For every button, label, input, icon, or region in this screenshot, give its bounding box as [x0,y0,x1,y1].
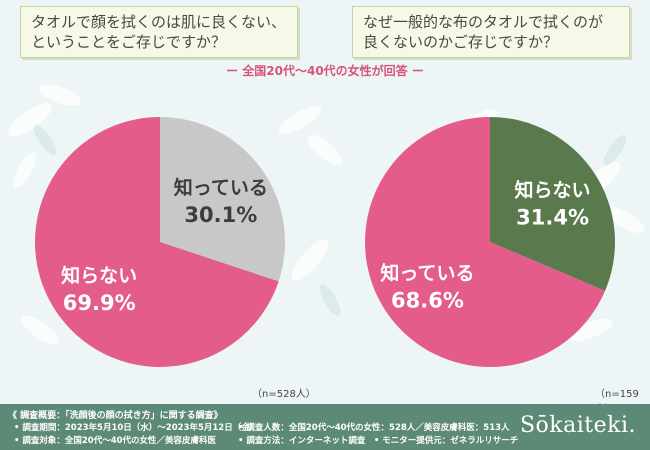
footer-target: • 調査対象：全国20代～40代の女性／美容皮膚科医 [14,436,217,446]
sample-size-left: （n=528人） [252,389,316,400]
footer-title: 《 調査概要：「洗顔後の顔の拭き方」に関する調査》 [8,411,223,421]
pie-chart-left: 知っている 30.1% 知らない 69.9% [35,117,285,367]
slice-value-0-1: 69.9% [63,291,136,315]
question-left: タオルで顔を拭くのは肌に良くない、 ということをご存じですか？ [20,6,298,58]
slice-value-0-0: 30.1% [184,203,257,227]
question-right: なぜ一般的な布のタオルで拭くのが 良くないのかご存じですか？ [352,6,630,58]
pie-slice-1-1 [365,117,606,367]
slice-label-0-0: 知っている [174,176,268,199]
respondent-subtitle: ー 全国20代～40代の女性が回答 ー [226,64,424,78]
slice-value-1-0: 31.4% [516,206,589,230]
slice-label-0-1: 知らない [61,264,137,287]
survey-footer: 《 調査概要：「洗顔後の顔の拭き方」に関する調査》 • 調査期間：2023年5月… [0,404,650,450]
slice-label-1-1: 知っている [380,261,474,284]
slice-label-1-0: 知らない [515,179,591,202]
pie-slice-0-0 [160,117,285,282]
brand-logo: Sōkaiteki. [519,413,636,438]
pie-slice-1-0 [490,117,615,291]
pie-chart-right: 知らない 31.4% 知っている 68.6% [365,117,615,367]
slice-value-1-1: 68.6% [391,288,464,312]
footer-period: • 調査期間：2023年5月10日（水）～2023年5月12日（金） [14,423,259,433]
pie-slice-0-1 [35,117,279,367]
footer-count: • 調査人数：全国20代～40代の女性：528人／美容皮膚科医：513人 [238,423,510,433]
footer-method: • 調査方法：インターネット調査 • モニター提供元：ゼネラルリサーチ [238,436,519,446]
